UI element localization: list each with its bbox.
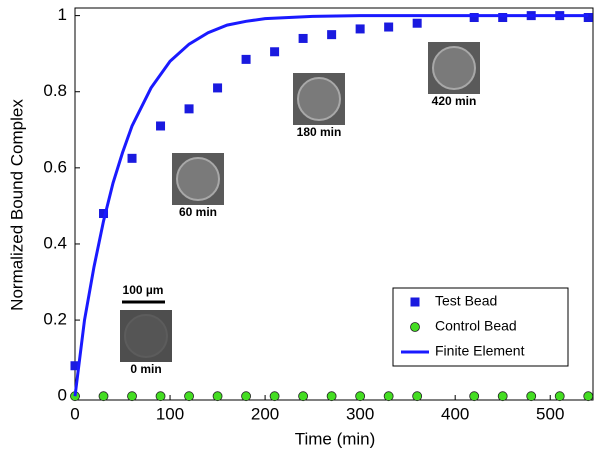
x-tick-label: 300 <box>346 404 374 423</box>
test-point <box>355 24 365 34</box>
control-point <box>241 391 251 402</box>
legend-swatch <box>410 322 420 332</box>
test-point <box>127 153 137 163</box>
y-tick-label: 0.6 <box>43 157 67 176</box>
y-tick-label: 0 <box>58 386 67 405</box>
test-point <box>70 361 80 371</box>
test-point <box>298 33 308 43</box>
test-point <box>384 22 394 32</box>
test-point <box>327 30 337 40</box>
control-point <box>412 391 423 402</box>
control-point <box>526 391 537 402</box>
x-tick-label: 200 <box>251 404 279 423</box>
control-point <box>383 391 394 402</box>
control-point <box>497 391 508 402</box>
y-axis-label: Normalized Bound Complex <box>7 99 26 311</box>
bead <box>124 314 168 358</box>
legend-swatch <box>410 297 420 307</box>
x-tick-label: 0 <box>70 404 79 423</box>
test-point <box>412 18 422 28</box>
bead <box>297 77 341 121</box>
test-point <box>99 209 109 219</box>
legend-label: Control Bead <box>435 318 517 334</box>
test-point <box>469 13 479 23</box>
x-tick-label: 100 <box>156 404 184 423</box>
control-point <box>127 391 137 402</box>
y-tick-label: 0.4 <box>43 233 67 252</box>
control-point <box>155 391 166 402</box>
bead <box>432 46 476 90</box>
scale-bar-label: 100 µm <box>123 283 164 297</box>
control-point <box>269 391 280 402</box>
legend-label: Finite Element <box>435 343 525 359</box>
test-point <box>156 121 166 131</box>
test-point <box>213 83 223 93</box>
bead <box>176 157 220 201</box>
inset-label: 420 min <box>432 94 477 108</box>
control-point <box>184 391 194 402</box>
inset-label: 60 min <box>179 205 217 219</box>
control-point <box>554 391 565 402</box>
test-point <box>583 13 593 23</box>
y-tick-label: 0.2 <box>43 310 67 329</box>
control-point <box>326 391 337 402</box>
inset-label: 180 min <box>297 125 342 139</box>
control-point <box>98 391 109 402</box>
legend-label: Test Bead <box>435 293 497 309</box>
control-point <box>583 391 594 402</box>
test-point <box>270 47 280 57</box>
test-point <box>241 54 251 64</box>
control-point <box>298 391 309 402</box>
fe-line <box>73 14 589 397</box>
control-point <box>212 391 223 402</box>
test-point <box>498 13 508 23</box>
test-point <box>184 104 194 114</box>
inset-label: 0 min <box>130 362 161 376</box>
y-tick-label: 1 <box>58 5 67 24</box>
x-tick-label: 500 <box>536 404 564 423</box>
control-point <box>355 391 366 402</box>
x-tick-label: 400 <box>441 404 469 423</box>
control-point <box>469 391 480 402</box>
y-tick-label: 0.8 <box>43 81 67 100</box>
x-axis-label: Time (min) <box>295 429 376 448</box>
